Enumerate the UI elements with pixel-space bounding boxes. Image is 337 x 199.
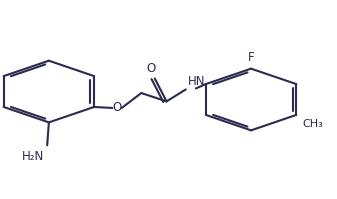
Text: F: F	[248, 51, 254, 64]
Text: O: O	[113, 101, 122, 114]
Text: H₂N: H₂N	[22, 150, 44, 163]
Text: HN: HN	[187, 75, 205, 88]
Text: CH₃: CH₃	[302, 119, 323, 129]
Text: O: O	[147, 62, 156, 75]
